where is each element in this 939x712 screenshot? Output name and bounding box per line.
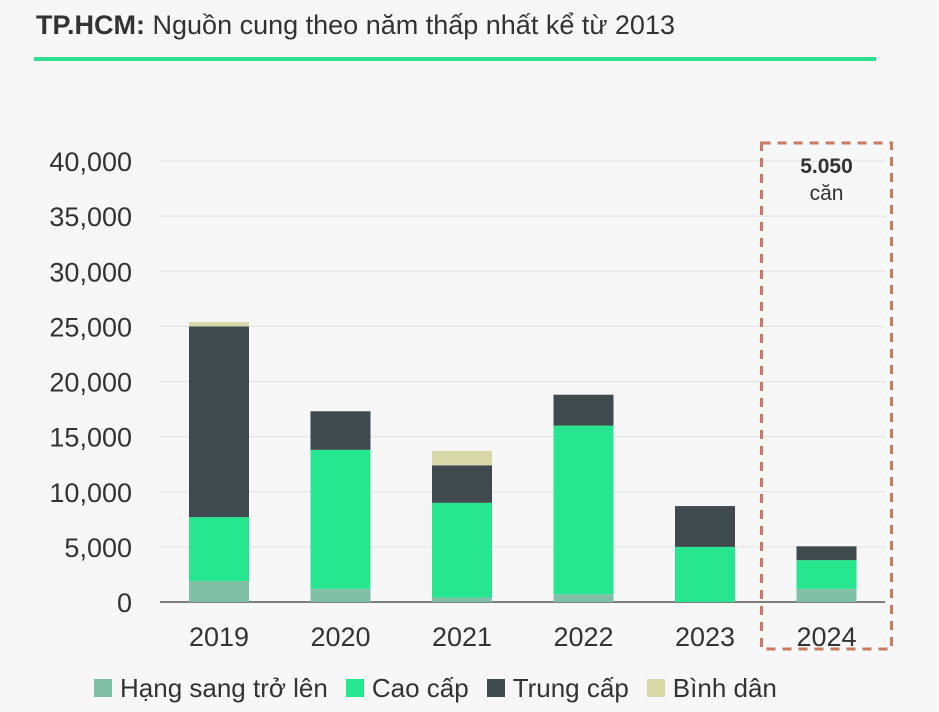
bar-segment-2020-2: [310, 449, 371, 589]
x-tick-label: 2019: [189, 622, 249, 652]
bar-segment-2024-1: [796, 588, 857, 602]
bar-segment-2019-3: [189, 326, 249, 518]
legend-label-cao-cap: Cao cấp: [371, 672, 469, 703]
bar-segment-2021-2: [432, 502, 492, 598]
y-tick-label: 20,000: [49, 368, 132, 398]
bar-segment-2022-1: [553, 594, 614, 602]
y-tick-label: 5,000: [64, 533, 132, 563]
annotation-value: 5.050: [800, 155, 853, 178]
title-text: Nguồn cung theo năm thấp nhất kể từ 2013: [152, 10, 675, 40]
bar-segment-2023-3: [675, 506, 735, 547]
x-tick-label: 2023: [675, 622, 735, 652]
legend-label-binh-dan: Bình dân: [672, 672, 777, 703]
title-underline: [34, 57, 876, 61]
bar-segment-2024-3: [796, 546, 857, 561]
bar-segment-2020-3: [310, 411, 371, 450]
bar-segment-2022-3: [553, 394, 614, 426]
bar-segment-2024-2: [796, 560, 857, 589]
y-tick-label: 25,000: [49, 312, 132, 342]
title-city: TP.HCM:: [36, 10, 146, 40]
y-tick-label: 40,000: [49, 147, 132, 177]
legend-item-binh-dan: Bình dân: [646, 672, 777, 704]
legend-swatch-cao-cap: [345, 679, 364, 697]
y-tick-label: 0: [117, 588, 132, 618]
chart-title: TP.HCM: Nguồn cung theo năm thấp nhất kể…: [36, 10, 675, 41]
x-tick-label: 2021: [432, 622, 492, 652]
bar-segment-2019-1: [189, 581, 249, 602]
y-tick-label: 15,000: [49, 423, 132, 453]
bar-segment-2021-3: [432, 465, 492, 503]
y-tick-label: 30,000: [49, 257, 132, 287]
legend-swatch-hang-sang: [94, 679, 112, 697]
legend-swatch-binh-dan: [646, 679, 665, 697]
legend-item-trung-cap: Trung cấp: [486, 672, 629, 704]
bar-segment-2019-2: [189, 517, 249, 582]
bar-segment-2019-4: [189, 321, 249, 327]
bar-segment-2021-1: [432, 597, 492, 602]
y-tick-label: 10,000: [49, 478, 132, 508]
y-tick-label: 35,000: [49, 202, 132, 232]
legend-label-hang-sang: Hạng sang trở lên: [120, 672, 328, 703]
bar-segment-2022-2: [553, 425, 614, 595]
legend-item-cao-cap: Cao cấp: [345, 672, 469, 704]
bar-segment-2023-2: [675, 546, 735, 602]
legend-swatch-trung-cap: [486, 679, 505, 697]
legend-item-hang-sang: Hạng sang trở lên: [94, 673, 328, 704]
legend-label-trung-cap: Trung cấp: [512, 672, 629, 703]
chart-legend: Hạng sang trở lên Cao cấp Trung cấp Bình…: [94, 668, 777, 708]
bar-segment-2021-4: [432, 450, 492, 466]
bar-segment-2020-1: [310, 588, 371, 602]
x-tick-label: 2020: [310, 622, 370, 652]
annotation-unit: căn: [810, 182, 844, 205]
x-tick-label: 2022: [553, 622, 613, 652]
x-tick-label: 2024: [796, 622, 856, 652]
highlight-box-2024: [760, 141, 893, 651]
